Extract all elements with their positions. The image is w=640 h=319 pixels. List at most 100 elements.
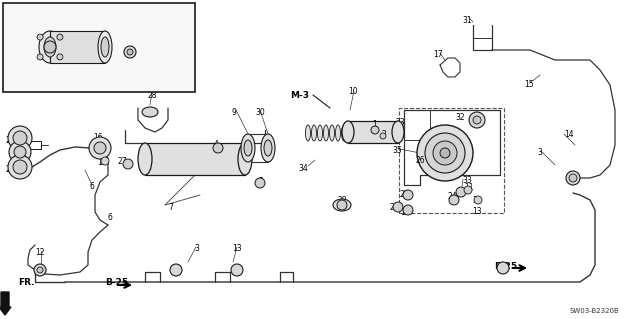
Circle shape [403, 205, 413, 215]
Text: 6: 6 [107, 213, 112, 222]
Circle shape [464, 186, 472, 194]
Text: 26: 26 [415, 156, 424, 165]
Circle shape [123, 159, 133, 169]
Circle shape [569, 174, 577, 182]
Circle shape [94, 142, 106, 154]
Circle shape [473, 116, 481, 124]
Circle shape [566, 171, 580, 185]
Circle shape [37, 267, 43, 273]
Circle shape [497, 262, 509, 274]
Text: 28: 28 [148, 91, 157, 100]
Circle shape [393, 202, 403, 212]
Text: 16: 16 [93, 133, 102, 142]
Circle shape [170, 264, 182, 276]
Text: 18: 18 [400, 208, 410, 217]
Text: 19: 19 [97, 158, 107, 167]
Text: 30: 30 [255, 108, 265, 117]
Ellipse shape [330, 125, 335, 141]
Text: 3: 3 [194, 244, 199, 253]
Circle shape [440, 148, 450, 158]
Ellipse shape [333, 199, 351, 211]
Circle shape [403, 190, 413, 200]
Text: 23: 23 [396, 118, 406, 127]
Bar [399, 108, 504, 213]
Ellipse shape [138, 143, 152, 175]
Text: 1: 1 [372, 120, 377, 129]
Circle shape [101, 157, 109, 165]
Circle shape [231, 264, 243, 276]
Text: M-3: M-3 [290, 91, 309, 100]
Text: 14: 14 [564, 130, 573, 139]
Text: 13: 13 [232, 244, 242, 253]
Text: 9: 9 [231, 108, 236, 117]
Text: 31: 31 [462, 16, 472, 25]
Circle shape [44, 41, 56, 53]
Text: 30: 30 [150, 52, 160, 61]
Bar [145, 143, 245, 175]
Text: 20: 20 [5, 165, 15, 174]
Text: 15: 15 [524, 80, 534, 89]
Circle shape [425, 133, 465, 173]
Ellipse shape [241, 134, 255, 162]
Text: 13: 13 [472, 207, 482, 216]
Circle shape [474, 196, 482, 204]
Text: 27: 27 [118, 157, 127, 166]
Circle shape [37, 34, 43, 40]
Ellipse shape [342, 125, 346, 141]
Ellipse shape [98, 31, 112, 63]
Text: 4: 4 [214, 140, 219, 149]
Text: 3: 3 [537, 148, 542, 157]
Circle shape [371, 126, 379, 134]
Text: 33: 33 [462, 176, 472, 185]
Circle shape [124, 46, 136, 58]
Text: 8: 8 [26, 28, 31, 37]
Circle shape [37, 54, 43, 60]
Circle shape [89, 137, 111, 159]
Ellipse shape [264, 140, 272, 156]
Text: 34: 34 [298, 164, 308, 173]
Ellipse shape [101, 37, 109, 57]
FancyArrow shape [0, 292, 11, 315]
Ellipse shape [244, 140, 252, 156]
Circle shape [469, 112, 485, 128]
Circle shape [57, 54, 63, 60]
Text: 17: 17 [433, 50, 443, 59]
Text: 22: 22 [399, 190, 408, 199]
Circle shape [14, 146, 26, 158]
Circle shape [417, 125, 473, 181]
Circle shape [8, 155, 32, 179]
Bar [27, 141, 41, 149]
Ellipse shape [261, 134, 275, 162]
Text: FR.: FR. [18, 278, 35, 287]
Text: 32: 32 [455, 113, 465, 122]
Ellipse shape [323, 125, 328, 141]
Circle shape [456, 187, 466, 197]
Ellipse shape [44, 37, 56, 57]
Bar [348, 121, 398, 143]
Ellipse shape [342, 121, 354, 143]
Ellipse shape [238, 143, 252, 175]
Bar [50, 31, 105, 63]
Ellipse shape [392, 121, 404, 143]
Circle shape [449, 195, 459, 205]
Text: 5: 5 [258, 177, 263, 186]
Text: 25: 25 [389, 203, 399, 212]
Text: 24: 24 [448, 192, 458, 201]
Circle shape [34, 264, 46, 276]
Circle shape [127, 49, 133, 55]
Circle shape [8, 126, 32, 150]
Ellipse shape [335, 125, 340, 141]
Text: 6: 6 [90, 182, 95, 191]
Ellipse shape [317, 125, 323, 141]
Text: 9: 9 [92, 5, 97, 14]
Text: 11: 11 [464, 183, 474, 192]
Circle shape [255, 178, 265, 188]
Bar [3, 3, 195, 92]
Ellipse shape [312, 125, 317, 141]
Text: 2: 2 [381, 130, 386, 139]
Circle shape [433, 141, 457, 165]
Text: SW03-B2320B: SW03-B2320B [570, 308, 620, 314]
Circle shape [337, 200, 347, 210]
Circle shape [9, 141, 31, 163]
Text: B-25: B-25 [105, 278, 128, 287]
